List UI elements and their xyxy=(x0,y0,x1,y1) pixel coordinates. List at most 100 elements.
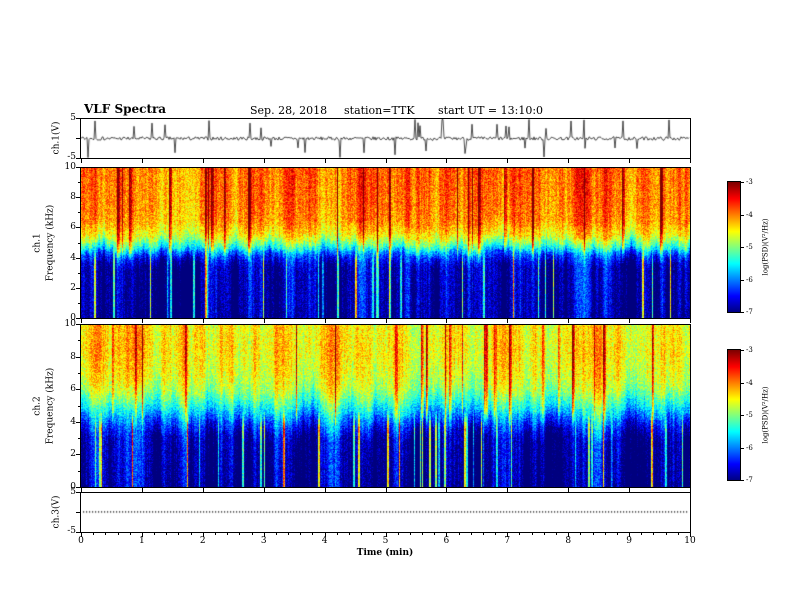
y-axis-minor-tick xyxy=(78,470,80,472)
y-axis-minor-tick xyxy=(78,182,80,184)
x-axis-minor-tick xyxy=(166,533,168,535)
x-axis-tick xyxy=(385,488,387,492)
x-axis-tick xyxy=(385,159,387,163)
plot-station: station=TTK xyxy=(344,104,415,117)
y-tick-label: 8 xyxy=(70,351,76,362)
x-axis-minor-tick xyxy=(214,533,216,535)
colorbar-tick-label: -3 xyxy=(746,346,753,354)
x-axis-tick xyxy=(202,159,204,163)
y-tick-label: 2 xyxy=(70,282,76,293)
y-tick-label: 6 xyxy=(70,384,76,395)
ch2-colorbar-label: log(PSD)(V²/Hz) xyxy=(761,386,770,444)
y-axis-minor-tick xyxy=(78,438,80,440)
x-axis-tick xyxy=(81,533,82,537)
x-axis-tick xyxy=(81,319,82,323)
ch1-waveform-panel xyxy=(80,118,691,159)
y-tick-label: 2 xyxy=(70,449,76,460)
y-axis-tick xyxy=(76,167,80,168)
x-tick-label: 10 xyxy=(684,536,696,546)
x-axis-tick xyxy=(263,319,265,323)
x-axis-minor-tick xyxy=(336,533,338,535)
x-axis-tick xyxy=(263,488,265,492)
y-axis-tick xyxy=(76,532,80,533)
x-axis-minor-tick xyxy=(556,533,558,535)
x-axis-minor-tick xyxy=(616,533,618,535)
colorbar-tick-label: -6 xyxy=(746,275,753,284)
ch1-colorbar xyxy=(727,181,741,313)
x-axis-minor-tick xyxy=(251,533,253,535)
y-axis-tick xyxy=(76,492,80,493)
y-tick-label: -5 xyxy=(67,152,76,162)
x-axis-tick xyxy=(324,533,326,537)
y-axis-minor-tick xyxy=(78,242,80,244)
ch1-spectrogram-plot xyxy=(81,168,690,318)
plot-date: Sep. 28, 2018 xyxy=(250,104,328,117)
y-tick-label: 4 xyxy=(70,252,76,263)
x-axis-minor-tick xyxy=(227,533,229,535)
y-tick-label: 10 xyxy=(64,319,76,329)
x-tick-label: 6 xyxy=(443,536,450,546)
x-axis-minor-tick xyxy=(117,533,119,535)
x-tick-label: 9 xyxy=(626,536,632,546)
x-axis-tick xyxy=(263,159,265,163)
y-axis-tick xyxy=(76,512,80,513)
x-tick-label: 2 xyxy=(199,536,206,546)
y-axis-tick xyxy=(76,318,80,319)
x-axis-minor-tick xyxy=(190,533,192,535)
colorbar-tick-label: -4 xyxy=(746,210,753,219)
y-tick-label: 8 xyxy=(70,192,76,203)
x-tick-label: 0 xyxy=(78,536,84,546)
x-axis-minor-tick xyxy=(482,533,484,535)
y-axis-minor-tick xyxy=(78,340,80,342)
y-axis-minor-tick xyxy=(78,212,80,214)
x-tick-label: 1 xyxy=(139,536,145,546)
x-axis-tick xyxy=(385,319,387,323)
x-axis-tick xyxy=(568,488,570,492)
x-axis-minor-tick xyxy=(434,533,436,535)
x-axis-tick xyxy=(690,159,691,163)
x-axis-minor-tick xyxy=(361,533,363,535)
x-axis-tick xyxy=(141,159,143,163)
x-axis-minor-tick xyxy=(604,533,606,535)
x-axis-minor-tick xyxy=(531,533,533,535)
x-axis-label: Time (min) xyxy=(356,548,414,558)
x-axis-minor-tick xyxy=(93,533,95,535)
y-tick-label: 4 xyxy=(70,416,76,427)
x-axis-tick xyxy=(568,319,570,323)
x-axis-minor-tick xyxy=(348,533,350,535)
x-axis-minor-tick xyxy=(519,533,521,535)
x-tick-label: 8 xyxy=(565,536,572,546)
y-axis-tick xyxy=(76,287,80,289)
x-axis-tick xyxy=(202,319,204,323)
y-axis-minor-tick xyxy=(78,372,80,374)
y-axis-tick xyxy=(76,257,80,259)
y-axis-minor-tick xyxy=(78,302,80,304)
y-axis-tick xyxy=(76,118,80,119)
x-axis-minor-tick xyxy=(178,533,180,535)
y-axis-minor-tick xyxy=(78,272,80,274)
x-axis-tick xyxy=(629,488,631,492)
ch1-colorbar-label: log(PSD)(V²/Hz) xyxy=(761,218,770,276)
colorbar-tick-label: -6 xyxy=(746,443,753,452)
x-axis-tick xyxy=(690,533,691,537)
x-axis-tick xyxy=(446,159,448,163)
x-axis-minor-tick xyxy=(495,533,497,535)
ch1-spec-channel-label: ch.1 xyxy=(32,233,43,253)
colorbar-tick-label: -7 xyxy=(746,308,753,316)
x-axis-tick xyxy=(629,319,631,323)
y-axis-tick xyxy=(76,158,80,159)
x-axis-tick xyxy=(507,488,509,492)
x-axis-tick xyxy=(446,319,448,323)
x-axis-tick xyxy=(202,488,204,492)
x-axis-minor-tick xyxy=(458,533,460,535)
y-axis-tick xyxy=(76,421,80,423)
x-axis-minor-tick xyxy=(239,533,241,535)
y-axis-tick xyxy=(76,227,80,229)
y-axis-tick xyxy=(76,487,80,488)
ch2-colorbar xyxy=(727,349,741,481)
x-axis-tick xyxy=(81,488,82,492)
x-axis-tick xyxy=(324,319,326,323)
x-axis-tick xyxy=(507,533,509,537)
x-axis-tick xyxy=(446,488,448,492)
x-axis-tick xyxy=(263,533,265,537)
